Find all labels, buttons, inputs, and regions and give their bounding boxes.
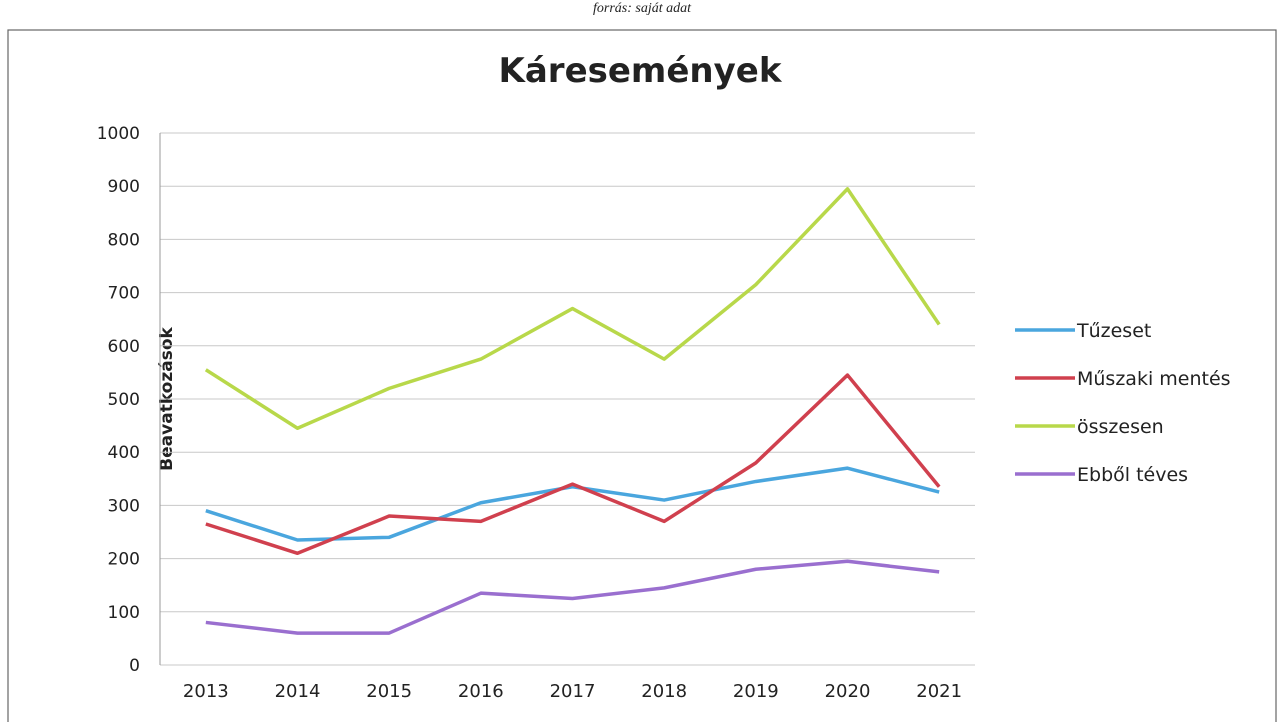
y-tick-label: 100 [108,603,140,623]
x-tick-label: 2017 [550,681,596,702]
series-line [205,373,941,556]
y-tick-label: 300 [108,496,140,516]
y-tick-label: 1000 [97,124,140,144]
x-tick-label: 2020 [825,681,871,702]
chart-border [7,29,1277,722]
y-tick-label: 700 [108,284,140,304]
series-line [204,187,941,431]
y-tick-label: 800 [108,230,140,250]
legend-label: összesen [1077,416,1164,438]
x-tick-label: 2021 [916,681,962,702]
y-tick-label: 400 [108,443,140,463]
y-tick-label: 900 [108,177,140,197]
series-line [205,559,940,635]
legend-label: Ebből téves [1077,464,1188,486]
source-note: forrás: saját adat [593,1,692,16]
chart-title: Káresemények [499,51,783,91]
x-tick-label: 2015 [366,681,412,702]
x-tick-label: 2014 [275,681,321,702]
y-tick-label: 500 [108,390,140,410]
x-tick-label: 2018 [641,681,687,702]
x-tick-label: 2019 [733,681,779,702]
legend-label: Tűzeset [1076,320,1151,342]
x-tick-label: 2013 [183,681,229,702]
y-tick-label: 0 [129,656,140,676]
series-line [205,466,940,542]
y-tick-label: 600 [108,337,140,357]
legend-label: Műszaki mentés [1077,368,1231,390]
y-tick-label: 200 [108,550,140,570]
x-tick-label: 2016 [458,681,504,702]
